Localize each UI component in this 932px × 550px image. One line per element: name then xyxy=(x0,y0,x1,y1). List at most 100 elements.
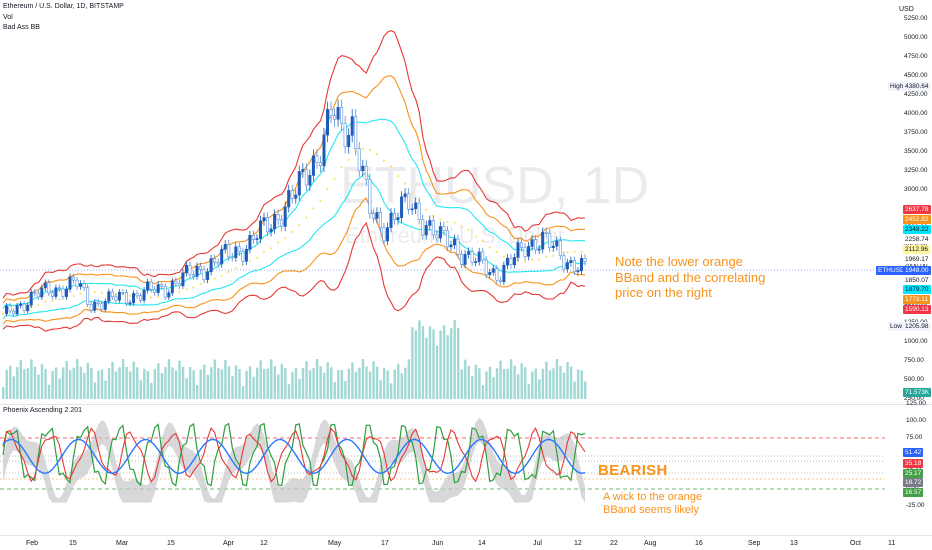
candle-body xyxy=(523,247,527,257)
candle-body xyxy=(269,228,273,233)
osc-tag: 16.57 xyxy=(903,488,924,497)
volume-bar xyxy=(153,368,157,399)
volume-bar xyxy=(393,369,396,399)
volume-bar xyxy=(492,377,495,399)
candle-body xyxy=(389,212,393,228)
indicator-legend[interactable]: Bad Ass BB xyxy=(3,24,40,31)
price-tick: 4500.00 xyxy=(904,72,928,79)
candle-body xyxy=(424,225,428,236)
volume-bar xyxy=(386,370,389,399)
candle-body xyxy=(206,271,210,280)
volume-bar xyxy=(315,359,319,399)
candle-body xyxy=(75,279,79,287)
volume-bar xyxy=(16,366,19,399)
note-annotation[interactable]: Note the lower orange BBand and the corr… xyxy=(615,254,765,301)
volume-bar xyxy=(322,372,326,399)
time-tick: 17 xyxy=(381,540,389,547)
candle-body xyxy=(407,193,411,210)
bb-lower-mid xyxy=(2,197,586,325)
volume-bar xyxy=(390,383,393,399)
volume-bar xyxy=(266,368,269,399)
volume-bar xyxy=(44,368,47,399)
candle-body xyxy=(251,235,255,240)
candle-body xyxy=(287,190,291,208)
time-tick: 13 xyxy=(790,540,798,547)
candle-body xyxy=(255,238,259,240)
bb-basis-dot xyxy=(192,286,195,289)
volume-bar xyxy=(273,366,276,399)
volume-bar xyxy=(520,363,523,399)
volume-bar xyxy=(47,384,51,399)
price-pane[interactable]: ETHUSD, 1D Ethereum / U.S. Dollar xyxy=(0,0,885,404)
candle-body xyxy=(537,248,541,251)
volume-bar xyxy=(238,369,241,399)
candle-body xyxy=(22,303,26,312)
candle-body xyxy=(488,272,492,276)
candle-body xyxy=(220,249,224,265)
volume-bar xyxy=(330,367,333,399)
oscillator-pane[interactable] xyxy=(0,405,885,535)
bb-basis-dot xyxy=(326,187,329,191)
volume-bar xyxy=(474,364,478,399)
time-tick: Sep xyxy=(748,540,761,547)
candle-body xyxy=(558,240,562,256)
candle-body xyxy=(452,238,456,246)
volume-bar xyxy=(411,327,414,399)
volume-bar xyxy=(58,378,61,399)
bb-basis-dot xyxy=(453,221,456,224)
volume-bar xyxy=(439,330,442,399)
candle-body xyxy=(449,244,453,248)
price-tick: 250.00 xyxy=(904,395,924,402)
bb-basis-dot xyxy=(284,236,287,240)
candle-body xyxy=(40,287,44,298)
volume-bar xyxy=(12,376,15,399)
candle-body xyxy=(57,287,61,290)
candle-body xyxy=(544,232,548,234)
bb-basis-dot xyxy=(93,290,96,294)
volume-bar xyxy=(185,378,188,399)
note-line-1: Note the lower orange xyxy=(615,254,743,269)
volume-bar xyxy=(167,359,171,399)
volume-bar xyxy=(287,384,291,399)
candle-body xyxy=(364,165,368,180)
volume-bar xyxy=(580,370,583,399)
wick-annotation[interactable]: A wick to the orange BBand seems likely xyxy=(603,491,702,517)
price-tick: 4250.00 xyxy=(904,91,928,98)
candle-body xyxy=(530,239,534,247)
volume-bar xyxy=(231,376,234,399)
candle-body xyxy=(181,272,185,287)
price-tick: 2000.00 xyxy=(904,262,928,269)
candle-body xyxy=(417,202,421,220)
volume-bar xyxy=(460,369,463,399)
candle-body xyxy=(103,300,107,310)
volume-bar xyxy=(150,382,153,399)
candle-body xyxy=(276,214,280,221)
pane-divider[interactable] xyxy=(0,404,932,405)
bb-basis-dot xyxy=(530,258,534,261)
volume-bar xyxy=(368,371,372,399)
candle-body xyxy=(400,196,404,218)
candle-body xyxy=(375,212,379,219)
volume-bar xyxy=(365,366,368,399)
candle-body xyxy=(223,244,227,250)
candle-body xyxy=(114,296,118,301)
volume-bar xyxy=(136,367,139,399)
bb-lower-outer xyxy=(2,221,586,332)
price-tag-value: 1850.07 xyxy=(903,276,931,285)
volume-bar xyxy=(382,368,386,399)
volume-bar xyxy=(160,373,164,399)
candle-body xyxy=(244,248,248,262)
candle-body xyxy=(565,262,569,270)
bb-basis-dot xyxy=(100,291,103,294)
bb-basis-dot xyxy=(340,166,343,169)
volume-bar xyxy=(241,386,245,399)
volume-bar xyxy=(397,363,400,399)
bearish-annotation[interactable]: BEARISH xyxy=(598,462,668,479)
candle-body xyxy=(202,269,206,280)
volume-bar xyxy=(552,368,555,399)
volume-bar xyxy=(26,368,30,399)
osc-tag: 18.72 xyxy=(903,478,924,487)
candle-body xyxy=(329,109,333,117)
price-tick: 3250.00 xyxy=(904,167,928,174)
price-tick: 750.00 xyxy=(904,357,924,364)
